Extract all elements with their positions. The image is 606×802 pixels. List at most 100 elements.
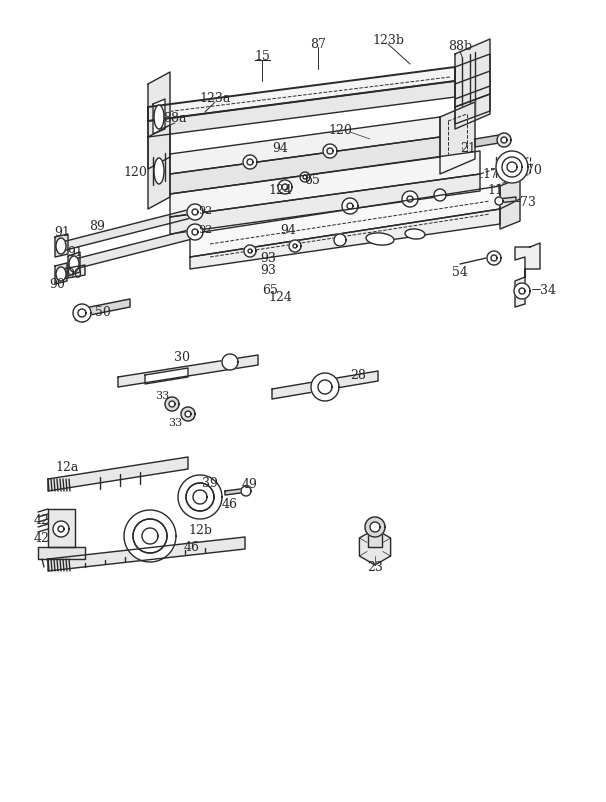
Text: 88a: 88a: [163, 111, 187, 124]
Text: 91: 91: [54, 225, 70, 238]
Text: 46: 46: [222, 498, 238, 511]
Polygon shape: [365, 517, 385, 537]
Text: 33: 33: [168, 418, 182, 427]
Polygon shape: [55, 264, 67, 285]
Ellipse shape: [405, 229, 425, 240]
Polygon shape: [272, 371, 378, 399]
Polygon shape: [142, 529, 158, 545]
Polygon shape: [514, 284, 530, 300]
Text: 123a: 123a: [199, 91, 231, 104]
Polygon shape: [455, 55, 490, 107]
Text: 34: 34: [540, 283, 556, 296]
Text: 11: 11: [487, 184, 503, 196]
Polygon shape: [185, 411, 191, 418]
Polygon shape: [293, 245, 297, 249]
Text: 88b: 88b: [448, 40, 472, 54]
Polygon shape: [303, 176, 307, 180]
Polygon shape: [347, 204, 353, 210]
Polygon shape: [170, 175, 480, 235]
Polygon shape: [370, 522, 380, 533]
Polygon shape: [187, 225, 203, 241]
Text: 39: 39: [202, 477, 218, 490]
Polygon shape: [78, 310, 86, 318]
Polygon shape: [241, 486, 251, 496]
Text: 123b: 123b: [372, 34, 404, 47]
Polygon shape: [48, 509, 75, 547]
Polygon shape: [495, 198, 503, 206]
Polygon shape: [124, 510, 176, 562]
Text: 120: 120: [328, 124, 352, 136]
Polygon shape: [407, 196, 413, 203]
Polygon shape: [225, 488, 248, 496]
Polygon shape: [187, 205, 203, 221]
Polygon shape: [48, 537, 245, 571]
Text: 92: 92: [198, 225, 212, 235]
Text: 30: 30: [174, 351, 190, 364]
Text: 124: 124: [268, 291, 292, 304]
Polygon shape: [243, 156, 257, 170]
Polygon shape: [55, 235, 68, 257]
Polygon shape: [75, 228, 200, 269]
Text: 50: 50: [95, 306, 111, 319]
Polygon shape: [133, 520, 167, 553]
Text: 23: 23: [367, 561, 383, 573]
Polygon shape: [222, 354, 238, 371]
Polygon shape: [323, 145, 337, 159]
Polygon shape: [334, 235, 346, 247]
Polygon shape: [68, 253, 80, 277]
Polygon shape: [170, 118, 440, 175]
Text: 21: 21: [460, 141, 476, 154]
Text: 73: 73: [520, 195, 536, 209]
Text: 91: 91: [67, 246, 83, 259]
Polygon shape: [248, 249, 252, 253]
Polygon shape: [148, 68, 455, 122]
Polygon shape: [192, 210, 198, 216]
Text: 46: 46: [184, 541, 200, 554]
Polygon shape: [455, 40, 490, 130]
Polygon shape: [368, 529, 382, 547]
Text: 15: 15: [254, 51, 270, 63]
Polygon shape: [497, 134, 511, 148]
Ellipse shape: [56, 239, 66, 255]
Ellipse shape: [154, 159, 164, 184]
Polygon shape: [289, 241, 301, 253]
Text: 94: 94: [280, 223, 296, 237]
Polygon shape: [153, 100, 165, 135]
Text: 93: 93: [260, 251, 276, 264]
Polygon shape: [455, 95, 490, 125]
Polygon shape: [193, 490, 207, 504]
Polygon shape: [58, 526, 64, 533]
Ellipse shape: [69, 257, 79, 273]
Polygon shape: [300, 172, 310, 183]
Text: 87: 87: [310, 38, 326, 51]
Polygon shape: [496, 152, 528, 184]
Text: 33: 33: [155, 391, 169, 400]
Polygon shape: [192, 229, 198, 236]
Polygon shape: [327, 149, 333, 155]
Text: 92: 92: [198, 206, 212, 216]
Polygon shape: [519, 289, 525, 294]
Polygon shape: [178, 476, 222, 520]
Polygon shape: [501, 138, 507, 144]
Ellipse shape: [154, 106, 164, 130]
Polygon shape: [244, 245, 256, 257]
Text: 93: 93: [260, 263, 276, 276]
Text: 42: 42: [34, 531, 50, 544]
Polygon shape: [170, 138, 440, 195]
Text: 28: 28: [350, 369, 366, 382]
Text: 54: 54: [452, 266, 468, 279]
Polygon shape: [48, 457, 188, 492]
Text: 94: 94: [272, 141, 288, 154]
Ellipse shape: [56, 268, 66, 282]
Polygon shape: [53, 521, 69, 537]
Polygon shape: [311, 374, 339, 402]
Polygon shape: [148, 73, 170, 170]
Polygon shape: [475, 135, 505, 148]
Polygon shape: [38, 547, 85, 559]
Polygon shape: [190, 210, 500, 269]
Polygon shape: [440, 103, 475, 175]
Polygon shape: [62, 209, 195, 252]
Text: 49: 49: [242, 478, 258, 491]
Text: 17: 17: [482, 168, 498, 181]
Polygon shape: [181, 407, 195, 422]
